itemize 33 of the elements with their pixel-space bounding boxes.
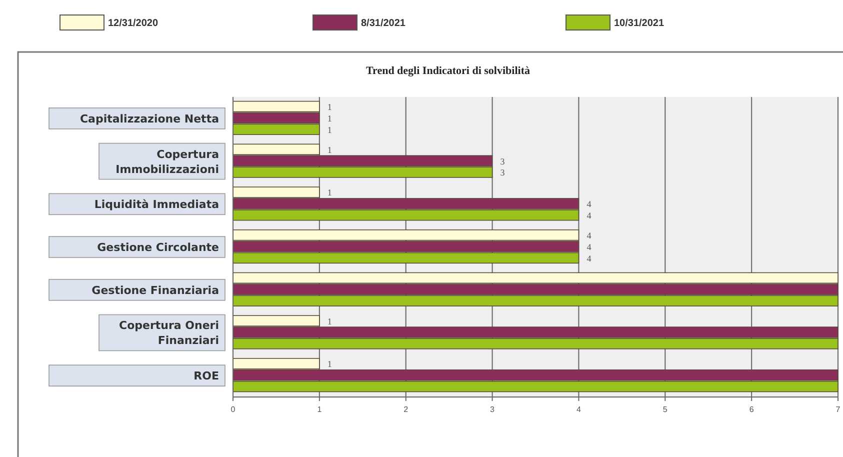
y-tick-label: ROE bbox=[194, 370, 219, 383]
data-label: 4 bbox=[586, 253, 592, 264]
y-tick-label: Copertura Oneri Finanziari bbox=[119, 319, 219, 348]
data-label: 1 bbox=[327, 124, 332, 135]
data-label: 1 bbox=[327, 188, 332, 198]
legend-label: 12/31/2020 bbox=[108, 18, 158, 29]
y-tick-label: Capitalizzazione Netta bbox=[80, 112, 219, 126]
y-tick-label: Gestione Circolante bbox=[97, 241, 219, 254]
data-label: 1 bbox=[327, 359, 332, 370]
data-label: 1 bbox=[327, 316, 332, 326]
x-tick-label: 2 bbox=[404, 405, 409, 414]
data-label: 4 bbox=[586, 210, 592, 221]
legend-label: 8/31/2021 bbox=[361, 18, 406, 29]
data-label: 3 bbox=[500, 168, 506, 178]
y-tick-label: Copertura Immobilizzazioni bbox=[116, 148, 219, 176]
chart-title: Trend degli Indicatori di solvibilità bbox=[366, 65, 530, 77]
data-label: 4 bbox=[586, 242, 592, 252]
legend-label: 10/31/2021 bbox=[614, 18, 664, 29]
x-tick-label: 0 bbox=[230, 405, 236, 414]
x-tick-label: 3 bbox=[490, 405, 496, 414]
y-tick-label: Gestione Finanziaria bbox=[92, 284, 219, 297]
data-label: 3 bbox=[500, 156, 506, 166]
x-tick-label: 1 bbox=[317, 405, 322, 414]
x-tick-label: 4 bbox=[576, 405, 582, 414]
x-tick-label: 7 bbox=[836, 405, 841, 414]
data-label: 1 bbox=[327, 102, 332, 112]
data-label: 4 bbox=[586, 230, 592, 241]
y-tick-label: Liquidità Immediata bbox=[94, 198, 219, 212]
data-label: 4 bbox=[586, 199, 592, 210]
data-label: 1 bbox=[327, 144, 332, 155]
x-tick-label: 5 bbox=[662, 405, 668, 414]
data-label: 1 bbox=[327, 113, 332, 124]
x-tick-label: 6 bbox=[749, 405, 754, 414]
